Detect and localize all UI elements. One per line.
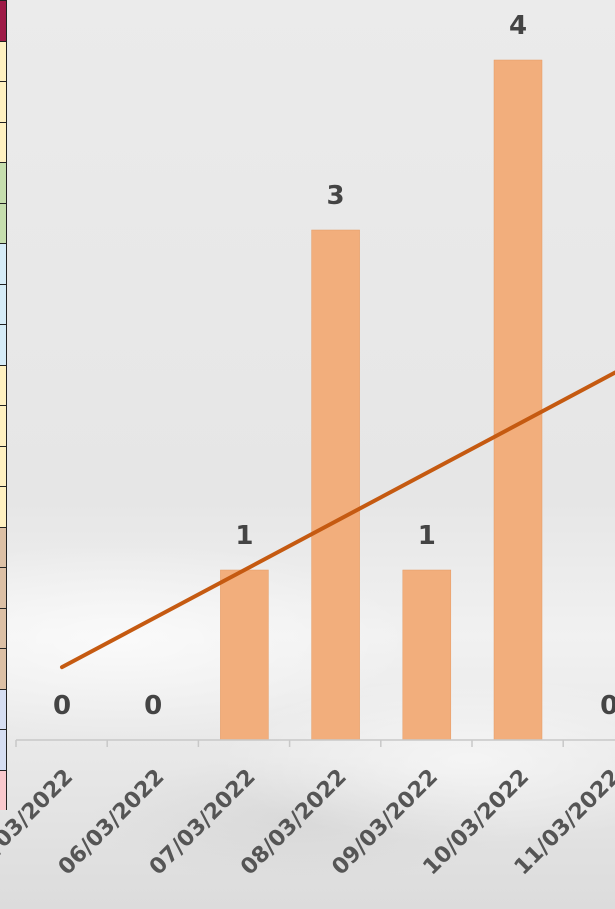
strip-cell: [0, 0, 7, 41]
strip-cell: [0, 648, 7, 689]
data-label: 0: [53, 691, 71, 721]
strip-cell: [0, 162, 7, 203]
strip-cell: [0, 364, 7, 405]
strip-cell: [0, 729, 7, 770]
trendline: [60, 370, 615, 670]
strip-cell: [0, 405, 7, 446]
strip-cell: [0, 202, 7, 243]
strip-cell: [0, 243, 7, 284]
data-label: 1: [418, 521, 436, 551]
strip-cell: [0, 486, 7, 527]
strip-cell: [0, 769, 7, 810]
data-label: 0: [600, 691, 615, 721]
data-label: 1: [235, 521, 253, 551]
bar: [220, 569, 269, 741]
strip-cell: [0, 526, 7, 567]
strip-cell: [0, 567, 7, 608]
data-label: 0: [144, 691, 162, 721]
data-label: 4: [509, 11, 527, 41]
strip-cell: [0, 445, 7, 486]
bar: [402, 569, 452, 741]
data-label: 3: [327, 181, 345, 211]
x-axis: [15, 739, 615, 747]
strip-cell: [0, 40, 7, 81]
strip-cell: [0, 688, 7, 729]
strip-cell: [0, 283, 7, 324]
x-tick-labels-group: 05/03/202206/03/202207/03/202208/03/2022…: [0, 765, 615, 881]
bar: [493, 59, 543, 741]
value-labels-group: 0 0 1 3 1 4 0: [53, 11, 615, 721]
strip-cell: [0, 121, 7, 162]
bar: [311, 229, 360, 741]
side-color-strip: [0, 0, 8, 909]
bars-group: [220, 59, 543, 741]
strip-cell: [0, 81, 7, 122]
trendline-group: [60, 370, 615, 670]
strip-cell: [0, 324, 7, 365]
strip-cell: [0, 607, 7, 648]
